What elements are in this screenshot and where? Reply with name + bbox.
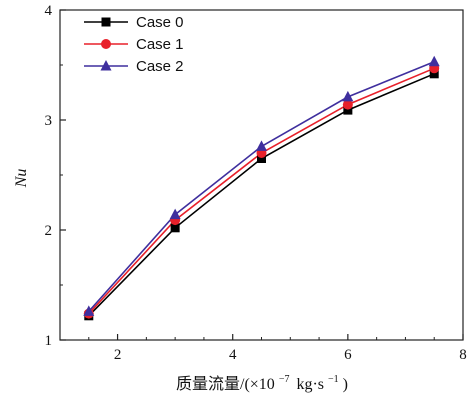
data-point-case-2 bbox=[342, 90, 354, 102]
legend-label: Case 0 bbox=[136, 14, 184, 31]
x-axis-title: 质量流量/(×10 −7 kg·s −1 ) bbox=[176, 369, 348, 393]
legend-item-case-1: Case 1 bbox=[84, 36, 184, 53]
x-tick-label: 4 bbox=[229, 347, 237, 363]
x-axis-title-exponent-1: −7 bbox=[279, 374, 290, 385]
series-lines bbox=[88, 60, 435, 317]
legend: Case 0 Case 1 Case 2 bbox=[84, 14, 184, 75]
x-tick-label: 8 bbox=[459, 347, 467, 363]
y-axis-title: Nu bbox=[13, 169, 30, 189]
x-axis-title-close: ) bbox=[343, 376, 348, 393]
legend-label: Case 1 bbox=[136, 36, 184, 53]
legend-label: Case 2 bbox=[136, 58, 184, 75]
data-point-case-2 bbox=[428, 55, 440, 67]
y-tick-label: 3 bbox=[45, 113, 53, 129]
x-axis-title-exponent-2: −1 bbox=[328, 374, 339, 385]
data-point-case-0 bbox=[429, 69, 439, 79]
y-tick-label: 2 bbox=[45, 223, 53, 239]
data-point-case-2 bbox=[256, 140, 267, 151]
tick-labels: 2 4 6 8 1 2 3 4 bbox=[45, 3, 467, 363]
data-point-case-2 bbox=[169, 208, 181, 220]
series-line-case-0 bbox=[88, 73, 435, 317]
series-markers bbox=[83, 55, 440, 321]
data-point-case-0 bbox=[343, 105, 353, 115]
y-tick-label: 1 bbox=[45, 333, 53, 349]
data-point-case-0 bbox=[257, 154, 266, 163]
y-tick-label: 4 bbox=[45, 3, 53, 19]
x-axis-title-main: 质量流量/(×10 bbox=[176, 375, 275, 393]
legend-marker-case-1 bbox=[101, 39, 111, 49]
plot-area bbox=[59, 9, 464, 341]
legend-marker-case-2 bbox=[100, 60, 112, 71]
series-line-case-2 bbox=[88, 60, 435, 312]
data-point-case-0 bbox=[170, 223, 180, 233]
x-axis-title-unit: kg·s bbox=[296, 376, 324, 393]
x-tick-label: 6 bbox=[344, 347, 352, 363]
plot-frame bbox=[59, 9, 464, 341]
axis-ticks bbox=[60, 9, 464, 341]
legend-marker-case-0 bbox=[101, 17, 111, 27]
x-tick-label: 2 bbox=[114, 347, 122, 363]
legend-item-case-0: Case 0 bbox=[84, 14, 184, 31]
data-point-case-2 bbox=[83, 305, 95, 316]
series-line-case-1 bbox=[88, 67, 435, 315]
data-point-case-1 bbox=[342, 99, 353, 110]
legend-item-case-2: Case 2 bbox=[84, 58, 184, 75]
